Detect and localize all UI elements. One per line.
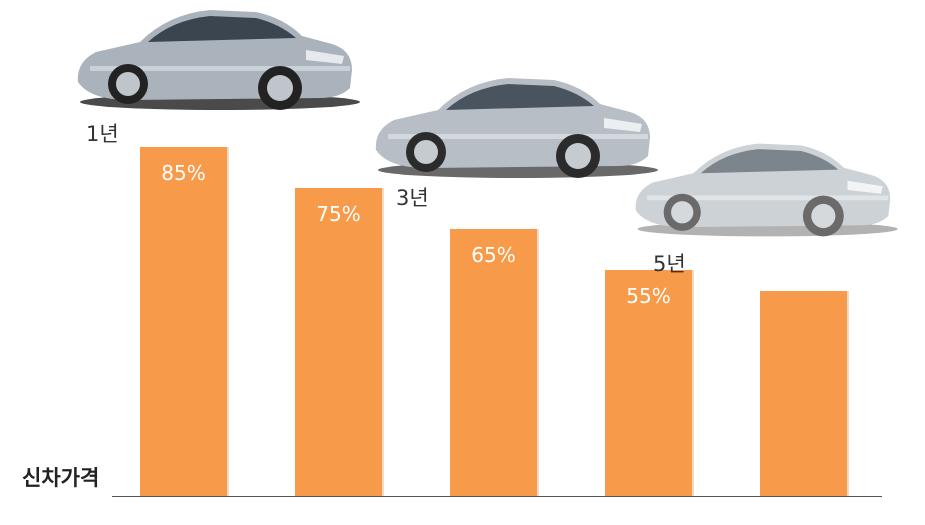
year-label-3: 3년 [396, 186, 429, 210]
silver-sedan-car-icon [375, 78, 658, 178]
x-axis-baseline [112, 496, 882, 497]
year-label-5: 5년 [653, 252, 686, 276]
bar-1 [140, 146, 227, 496]
year-label-1: 1년 [86, 122, 119, 146]
silver-sedan-car-icon [77, 10, 360, 110]
y-axis-title: 신차가격 [22, 466, 100, 490]
bar-5 [760, 290, 847, 496]
bar-value-label-1: 85% [161, 160, 206, 185]
bar-value-label-2: 75% [316, 201, 361, 226]
bar-4 [605, 269, 692, 496]
bar-value-label-4: 55% [626, 283, 671, 308]
bar-value-label-3: 65% [471, 242, 516, 267]
bar-3 [450, 228, 537, 496]
silver-sedan-car-icon [635, 143, 898, 237]
bar-2 [295, 187, 382, 496]
